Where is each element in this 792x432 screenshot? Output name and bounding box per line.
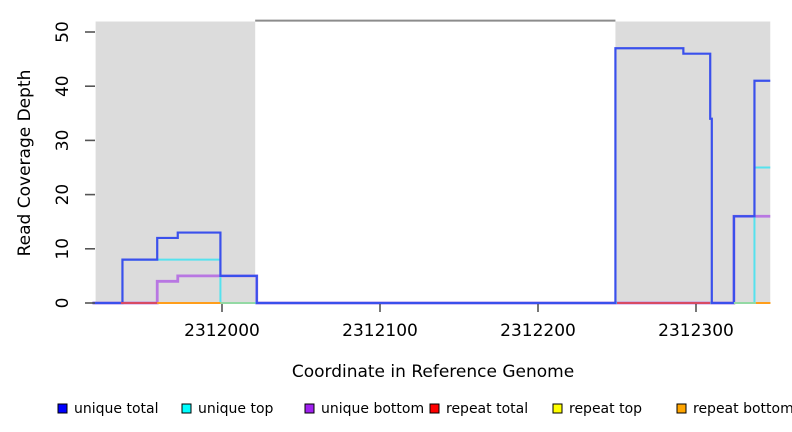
legend-item-unique-bottom: unique bottom (304, 401, 424, 417)
y-axis-title: Read Coverage Depth (15, 70, 35, 257)
x-axis-tick-label: 2312300 (658, 321, 734, 341)
y-axis-tick-label: 0 (53, 298, 73, 309)
legend-swatch-repeat-total (429, 403, 440, 414)
x-axis-title: Coordinate in Reference Genome (292, 362, 574, 382)
series-line-unique-total (92, 47, 771, 305)
legend-swatch-repeat-top (552, 403, 563, 414)
x-axis-tick-label: 2312100 (342, 321, 418, 341)
y-axis-tick-label: 30 (53, 130, 73, 152)
y-axis-tick-label: 50 (53, 21, 73, 43)
legend-label: repeat top (569, 401, 642, 417)
legend-label: repeat total (446, 401, 528, 417)
legend-item-repeat-total: repeat total (429, 401, 528, 417)
shaded-regions (95, 21, 771, 304)
legend-swatch-repeat-bottom (676, 403, 687, 414)
legend-swatch-unique-bottom (304, 403, 315, 414)
legend-label: unique total (74, 401, 158, 417)
legend-item-unique-total: unique total (57, 401, 158, 417)
x-axis-tick-label: 2312000 (184, 321, 260, 341)
legend-item-repeat-top: repeat top (552, 401, 642, 417)
legend-label: unique bottom (321, 401, 424, 417)
axes: 2312000 2312100 2312200 2312300 0 10 20 30 40 50 (53, 21, 734, 341)
legend-swatch-unique-total (57, 403, 68, 414)
legend: unique total unique top unique bottom repea… (57, 401, 792, 417)
legend-label: unique top (198, 401, 274, 417)
y-axis-tick-label: 40 (53, 75, 73, 97)
legend-item-repeat-bottom: repeat bottom (676, 401, 792, 417)
legend-item-unique-top: unique top (181, 401, 274, 417)
y-axis-tick-label: 10 (53, 238, 73, 260)
x-axis-tick-label: 2312200 (500, 321, 576, 341)
legend-swatch-unique-top (181, 403, 192, 414)
y-axis-tick-label: 20 (53, 184, 73, 206)
shaded-region (615, 21, 771, 304)
legend-label: repeat bottom (693, 401, 792, 417)
shaded-region (95, 21, 256, 304)
